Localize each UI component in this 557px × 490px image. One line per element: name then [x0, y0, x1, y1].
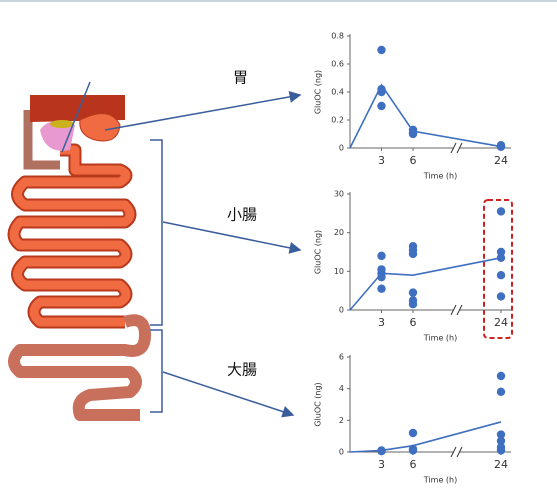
- large-intestine: [8, 314, 151, 421]
- small-intestine-outline: [7, 143, 137, 329]
- y-tick-label: 10: [334, 267, 344, 276]
- axis-break: [450, 142, 463, 154]
- y-tick-label: 30: [334, 190, 344, 199]
- data-point: [496, 430, 506, 439]
- y-tick-label: 0.2: [331, 116, 344, 125]
- axis-break: [450, 304, 463, 316]
- y-axis-label: GluOC (ng): [314, 70, 323, 114]
- data-point: [377, 272, 386, 282]
- x-tick-label: 24: [494, 154, 508, 167]
- y-tick-label: 4: [339, 384, 344, 393]
- data-point: [377, 101, 386, 111]
- y-tick-label: 0.6: [331, 60, 344, 69]
- y-tick-label: 0: [339, 448, 344, 457]
- y-tick-label: 6: [339, 353, 344, 362]
- x-axis-label: Time (h): [423, 334, 457, 343]
- y-tick-label: 0.4: [331, 88, 344, 97]
- x-axis-label: Time (h): [423, 172, 457, 181]
- axis-break: [450, 446, 463, 458]
- esophagus-line: [61, 81, 91, 153]
- arrow: [104, 90, 302, 131]
- x-tick-label: 6: [410, 458, 417, 471]
- data-point: [496, 387, 506, 397]
- small-intestine: [9, 145, 135, 327]
- data-point: [377, 87, 386, 97]
- data-point: [408, 249, 418, 259]
- x-tick-label: 6: [410, 316, 417, 329]
- data-point: [496, 253, 506, 262]
- organ-label: 小腸: [227, 206, 257, 224]
- x-tick-label: 24: [494, 316, 508, 329]
- bracket-large: [150, 329, 163, 413]
- data-point: [377, 447, 386, 456]
- organ-label: 大腸: [227, 361, 257, 379]
- data-point: [377, 284, 386, 293]
- data-point: [496, 271, 506, 280]
- y-tick-label: 0: [339, 306, 344, 315]
- data-point: [496, 371, 506, 381]
- y-tick-label: 2: [339, 416, 344, 425]
- stomach: [79, 113, 121, 142]
- data-point: [496, 446, 506, 455]
- data-point: [496, 292, 506, 301]
- data-point: [496, 436, 506, 446]
- duodenum: [23, 110, 60, 170]
- bracket-small: [150, 139, 163, 326]
- data-point: [496, 247, 506, 257]
- data-point: [408, 300, 418, 309]
- data-point: [408, 446, 418, 455]
- x-tick-label: 3: [378, 458, 385, 471]
- data-point: [408, 428, 418, 438]
- x-tick-label: 3: [378, 154, 385, 167]
- arrow: [162, 371, 295, 418]
- data-point: [496, 207, 506, 216]
- mean-line: [349, 83, 502, 149]
- data-point: [377, 251, 386, 261]
- mean-line: [349, 257, 502, 311]
- data-point: [496, 141, 506, 150]
- y-axis-label: GluOC (ng): [314, 230, 323, 274]
- data-point: [408, 129, 418, 139]
- organ-label: 胃: [233, 69, 248, 87]
- y-tick-label: 20: [334, 228, 344, 237]
- gallbladder: [50, 120, 74, 128]
- arrow: [162, 221, 302, 254]
- highlight-box: [483, 199, 513, 339]
- x-axis-label: Time (h): [423, 476, 457, 485]
- y-tick-label: 0.8: [331, 32, 344, 41]
- x-tick-label: 6: [410, 154, 417, 167]
- y-tick-label: 0: [339, 144, 344, 153]
- data-point: [408, 288, 418, 297]
- mean-line: [349, 421, 502, 453]
- y-axis-label: GluOC (ng): [314, 382, 323, 426]
- data-point: [377, 45, 386, 55]
- x-tick-label: 24: [494, 458, 508, 471]
- x-tick-label: 3: [378, 316, 385, 329]
